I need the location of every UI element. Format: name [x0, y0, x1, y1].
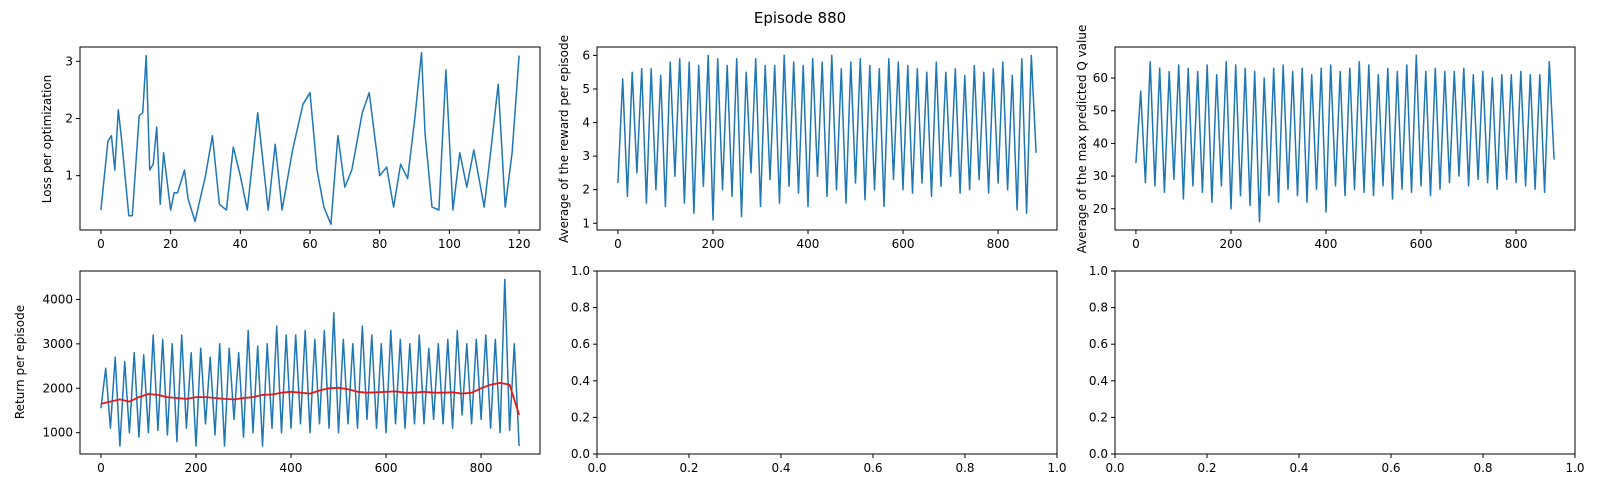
ylabel-reward: Average of the reward per episode — [557, 35, 571, 243]
x-tick-label-qvalue: 0 — [1132, 237, 1140, 251]
ylabel-loss: Loss per optimization — [40, 75, 54, 204]
series-line-loss-0 — [100, 51, 520, 226]
x-tick-label-empty1: 0.8 — [955, 461, 974, 475]
figure-title: Episode 880 — [754, 9, 846, 27]
y-tick-label-empty2: 0.6 — [1089, 337, 1108, 351]
axes-frame-empty1 — [596, 270, 1058, 455]
x-tick-label-qvalue: 400 — [1315, 237, 1338, 251]
y-tick-label-return: 4000 — [42, 292, 73, 306]
y-tick-label-empty2: 0.4 — [1089, 374, 1108, 388]
y-tick-label-empty1: 0.4 — [571, 374, 590, 388]
axes-frame-qvalue — [1114, 46, 1576, 231]
ylabel-qvalue: Average of the max predicted Q value — [1075, 25, 1089, 254]
x-tick-label-loss: 80 — [372, 237, 387, 251]
x-tick-label-loss: 120 — [508, 237, 531, 251]
x-tick-label-loss: 0 — [97, 237, 105, 251]
plot-area-empty-1: 0.0 0.2 0.4 0.6 0.8 1.0 0.0 0.2 0.4 0.6 0.8 1.0 — [571, 264, 1067, 475]
x-tick-label-empty2: 0.6 — [1381, 461, 1400, 475]
y-tick-label-empty2: 1.0 — [1089, 264, 1108, 278]
x-tick-label-empty2: 0.8 — [1473, 461, 1492, 475]
x-tick-label-empty1: 0.0 — [587, 461, 606, 475]
x-tick-label-loss: 20 — [163, 237, 178, 251]
x-tick-label-qvalue: 600 — [1410, 237, 1433, 251]
x-tick-label-loss: 60 — [302, 237, 317, 251]
x-tick-label-reward: 800 — [987, 237, 1010, 251]
series-line-qvalue-0 — [1135, 54, 1555, 223]
x-tick-label-empty1: 0.4 — [771, 461, 790, 475]
axes-frame-return — [79, 270, 541, 455]
series-line-return-1 — [100, 381, 520, 416]
y-tick-label-reward: 4 — [582, 116, 590, 130]
x-tick-label-reward: 200 — [701, 237, 724, 251]
y-tick-label-loss: 3 — [65, 54, 73, 68]
plot-area-loss: 0 20 40 60 80 100 120 1 2 3 — [65, 46, 541, 251]
x-tick-label-return: 0 — [97, 461, 105, 475]
y-tick-label-return: 1000 — [42, 426, 73, 440]
y-tick-label-empty1: 0.2 — [571, 410, 590, 424]
x-tick-label-reward: 0 — [614, 237, 622, 251]
y-tick-label-reward: 2 — [582, 183, 590, 197]
y-tick-label-empty2: 0.0 — [1089, 447, 1108, 461]
y-tick-label-qvalue: 30 — [1093, 169, 1108, 183]
subplot-return: Return per episode 0 200 400 600 800 1000 2000… — [13, 270, 541, 475]
x-tick-label-loss: 40 — [233, 237, 248, 251]
x-tick-label-return: 600 — [375, 461, 398, 475]
y-tick-label-return: 3000 — [42, 337, 73, 351]
subplot-empty-2: 0.0 0.2 0.4 0.6 0.8 1.0 0.0 0.2 0.4 0.6 0.8 1.0 — [1089, 264, 1585, 475]
y-tick-label-empty1: 0.8 — [571, 301, 590, 315]
series-line-reward-0 — [617, 54, 1037, 221]
plot-area-return: 0 200 400 600 800 1000 2000 3000 4000 — [42, 270, 541, 475]
x-tick-label-empty2: 0.2 — [1197, 461, 1216, 475]
x-tick-label-reward: 400 — [797, 237, 820, 251]
y-tick-label-empty2: 0.2 — [1089, 410, 1108, 424]
y-tick-label-loss: 2 — [65, 111, 73, 125]
y-tick-label-empty1: 0.6 — [571, 337, 590, 351]
plot-area-qvalue: 0 200 400 600 800 20 30 40 50 60 — [1093, 46, 1576, 251]
x-tick-label-return: 400 — [280, 461, 303, 475]
x-tick-label-empty1: 1.0 — [1047, 461, 1066, 475]
y-tick-label-reward: 6 — [582, 48, 590, 62]
y-tick-label-reward: 1 — [582, 216, 590, 230]
y-tick-label-empty1: 1.0 — [571, 264, 590, 278]
y-tick-label-qvalue: 50 — [1093, 104, 1108, 118]
x-tick-label-empty2: 0.4 — [1289, 461, 1308, 475]
x-tick-label-empty1: 0.2 — [679, 461, 698, 475]
x-tick-label-return: 800 — [470, 461, 493, 475]
y-tick-label-qvalue: 20 — [1093, 202, 1108, 216]
y-tick-label-loss: 1 — [65, 169, 73, 183]
x-tick-label-qvalue: 200 — [1219, 237, 1242, 251]
y-tick-label-return: 2000 — [42, 381, 73, 395]
plot-area-empty-2: 0.0 0.2 0.4 0.6 0.8 1.0 0.0 0.2 0.4 0.6 0.8 1.0 — [1089, 264, 1585, 475]
y-tick-label-empty1: 0.0 — [571, 447, 590, 461]
series-line-return-0 — [100, 278, 520, 447]
subplot-reward: Average of the reward per episode 0 200 40… — [557, 35, 1058, 251]
ylabel-return: Return per episode — [13, 305, 27, 419]
x-tick-label-reward: 600 — [892, 237, 915, 251]
axes-frame-reward — [596, 46, 1058, 231]
subplot-qvalue: Average of the max predicted Q value 0 20… — [1075, 25, 1576, 254]
x-tick-label-return: 200 — [184, 461, 207, 475]
subplot-empty-1: 0.0 0.2 0.4 0.6 0.8 1.0 0.0 0.2 0.4 0.6 0.8 1.0 — [571, 264, 1067, 475]
x-tick-label-empty2: 1.0 — [1565, 461, 1584, 475]
y-tick-label-qvalue: 60 — [1093, 71, 1108, 85]
x-tick-label-loss: 100 — [438, 237, 461, 251]
y-tick-label-reward: 5 — [582, 82, 590, 96]
plot-area-reward: 0 200 400 600 800 1 2 3 4 5 6 — [582, 46, 1058, 251]
y-tick-label-qvalue: 40 — [1093, 136, 1108, 150]
x-tick-label-empty1: 0.6 — [863, 461, 882, 475]
subplot-loss: Loss per optimization 0 20 40 60 80 100 120 1 2 3 — [40, 46, 541, 251]
x-tick-label-qvalue: 800 — [1505, 237, 1528, 251]
axes-frame-empty2 — [1114, 270, 1576, 455]
x-tick-label-empty2: 0.0 — [1105, 461, 1124, 475]
y-tick-label-reward: 3 — [582, 149, 590, 163]
y-tick-label-empty2: 0.8 — [1089, 301, 1108, 315]
